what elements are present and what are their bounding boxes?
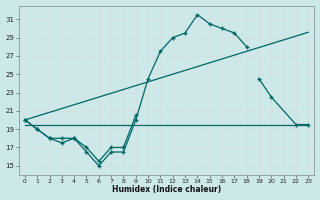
X-axis label: Humidex (Indice chaleur): Humidex (Indice chaleur) [112, 185, 221, 194]
